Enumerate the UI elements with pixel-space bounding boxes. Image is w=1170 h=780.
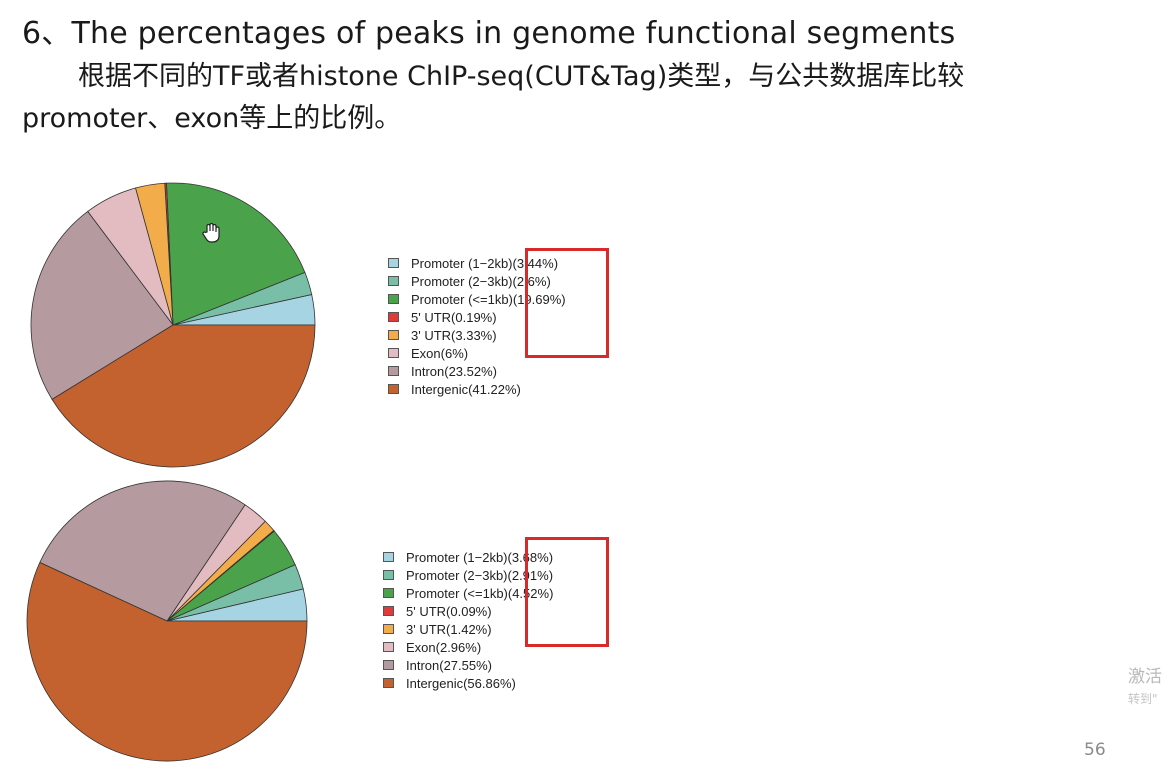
- legend-item: 3' UTR (1.42%): [383, 620, 553, 638]
- legend-percentage: (4.52%): [507, 585, 554, 601]
- highlight-box-bottom: [525, 537, 609, 647]
- legend-item: Intergenic (41.22%): [388, 380, 566, 398]
- legend-percentage: (0.19%): [451, 309, 497, 325]
- legend-percentage: (0.09%): [446, 603, 492, 619]
- pie-slice-intergenic: [51, 324, 316, 468]
- legend-label: Promoter (2−3kb): [411, 273, 513, 289]
- legend-item: Intron (23.52%): [388, 362, 566, 380]
- legend-percentage: (41.22%): [468, 381, 521, 397]
- pie-chart-bottom: [26, 480, 308, 762]
- page-number: 56: [1084, 740, 1106, 760]
- legend-swatch: [388, 258, 399, 268]
- legend-bottom: Promoter (1−2kb) (3.68%) Promoter (2−3kb)…: [383, 548, 553, 692]
- legend-percentage: (27.55%): [439, 657, 492, 673]
- legend-swatch: [388, 366, 399, 376]
- legend-item: Promoter (1−2kb) (3.68%): [383, 548, 553, 566]
- legend-label: Intergenic: [406, 675, 464, 691]
- legend-percentage: (2.96%): [435, 639, 482, 655]
- legend-label: Exon: [411, 345, 441, 361]
- legend-percentage: (3.33%): [451, 327, 497, 343]
- slide-title: 6、The percentages of peaks in genome fun…: [22, 16, 956, 51]
- legend-swatch: [383, 624, 394, 634]
- legend-percentage: (6%): [440, 345, 469, 361]
- legend-label: Intergenic: [411, 381, 469, 397]
- legend-item: 5' UTR (0.19%): [388, 308, 566, 326]
- legend-label: Promoter (<=1kb): [411, 291, 513, 307]
- legend-swatch: [383, 678, 394, 688]
- legend-label: Promoter (2−3kb): [406, 567, 508, 583]
- highlight-box-top: [525, 248, 609, 358]
- legend-swatch: [383, 588, 394, 598]
- legend-percentage: (2.6%): [512, 273, 551, 289]
- watermark-text: 激活: [1128, 667, 1162, 687]
- legend-swatch: [388, 276, 399, 286]
- legend-swatch: [383, 552, 394, 562]
- legend-item: Intron (27.55%): [383, 656, 553, 674]
- legend-swatch: [383, 570, 394, 580]
- pie-slice-promoter-1kb: [166, 182, 306, 326]
- hand-cursor-icon: [202, 222, 220, 243]
- legend-label: 3' UTR: [411, 327, 452, 343]
- legend-percentage: (3.44%): [512, 255, 559, 271]
- legend-label: Promoter (1−2kb): [406, 549, 508, 565]
- description-line-2: promoter、exon等上的比例。: [22, 103, 402, 134]
- legend-item: Intergenic (56.86%): [383, 674, 553, 692]
- legend-percentage: (1.42%): [446, 621, 492, 637]
- pie-slice-intergenic: [26, 561, 308, 762]
- legend-swatch: [383, 642, 394, 652]
- legend-label: Exon: [406, 639, 436, 655]
- legend-swatch: [388, 348, 399, 358]
- legend-percentage: (3.68%): [507, 549, 554, 565]
- legend-item: Exon (2.96%): [383, 638, 553, 656]
- legend-label: Intron: [406, 657, 440, 673]
- description-line-1: 根据不同的TF或者histone ChIP-seq(CUT&Tag)类型，与公共…: [78, 61, 965, 92]
- legend-item: Exon (6%): [388, 344, 566, 362]
- legend-label: 3' UTR: [406, 621, 447, 637]
- pie-chart-top: [30, 182, 316, 468]
- legend-swatch: [388, 294, 399, 304]
- legend-percentage: (23.52%): [444, 363, 497, 379]
- legend-swatch: [383, 606, 394, 616]
- legend-swatch: [388, 312, 399, 322]
- legend-swatch: [388, 384, 399, 394]
- legend-swatch: [383, 660, 394, 670]
- legend-swatch: [388, 330, 399, 340]
- pie-slice-intron: [30, 210, 174, 400]
- watermark-subtext: 转到": [1128, 692, 1158, 706]
- legend-item: 5' UTR (0.09%): [383, 602, 553, 620]
- legend-item: Promoter (<=1kb) (4.52%): [383, 584, 553, 602]
- legend-label: Promoter (1−2kb): [411, 255, 513, 271]
- legend-percentage: (2.91%): [507, 567, 554, 583]
- legend-label: Intron: [411, 363, 445, 379]
- legend-label: Promoter (<=1kb): [406, 585, 508, 601]
- legend-label: 5' UTR: [406, 603, 447, 619]
- legend-item: Promoter (2−3kb) (2.91%): [383, 566, 553, 584]
- legend-item: 3' UTR (3.33%): [388, 326, 566, 344]
- legend-top: Promoter (1−2kb) (3.44%) Promoter (2−3kb)…: [388, 254, 566, 398]
- legend-label: 5' UTR: [411, 309, 452, 325]
- legend-percentage: (56.86%): [463, 675, 516, 691]
- legend-item: Promoter (2−3kb) (2.6%): [388, 272, 566, 290]
- legend-item: Promoter (1−2kb) (3.44%): [388, 254, 566, 272]
